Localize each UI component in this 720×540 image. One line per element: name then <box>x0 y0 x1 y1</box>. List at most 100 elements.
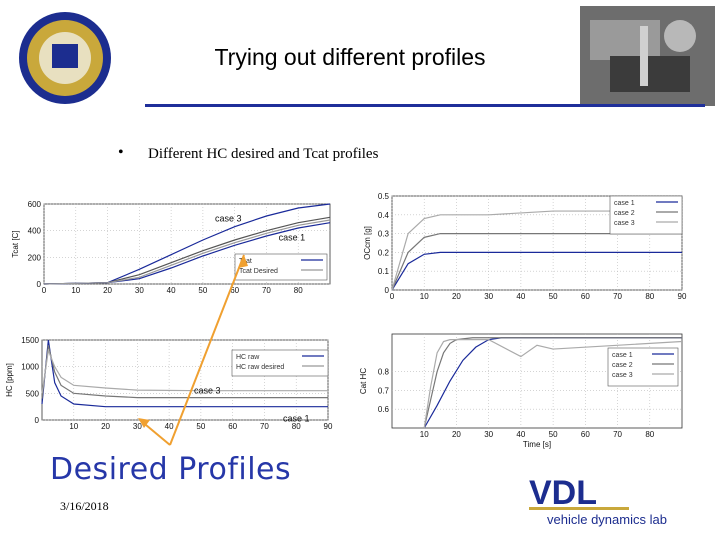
series-line-1 <box>43 216 331 285</box>
y-tick-label: 500 <box>26 389 40 398</box>
y-tick-label: 0.6 <box>378 405 390 414</box>
y-tick-label: 0.5 <box>378 192 390 201</box>
efficiency-chart: 10 20 30 40 50 60 70 80 0.6 0.7 0.8 Cat HC Time [s] c… <box>359 333 683 449</box>
x-tick-label: 90 <box>678 292 687 301</box>
x-tick-label: 20 <box>101 422 110 431</box>
x-tick-label: 90 <box>324 422 333 431</box>
x-tick-label: 80 <box>294 286 303 295</box>
series-line-0 <box>43 203 331 285</box>
x-tick-label: 20 <box>452 430 461 439</box>
legend-entry: case 2 <box>614 210 635 217</box>
case-annotation: case 3 <box>194 385 221 395</box>
x-tick-label: 70 <box>613 430 622 439</box>
desired-profiles-callout: Desired Profiles <box>50 452 292 487</box>
y-tick-label: 0.2 <box>378 248 390 257</box>
x-tick-label: 80 <box>292 422 301 431</box>
legend-entry: case 2 <box>612 362 633 369</box>
university-seal-logo <box>19 12 111 104</box>
x-tick-label: 60 <box>581 292 590 301</box>
x-tick-label: 60 <box>230 286 239 295</box>
y-tick-label: 1000 <box>21 363 39 372</box>
x-tick-label: 40 <box>516 430 525 439</box>
x-tick-label: 80 <box>645 292 654 301</box>
x-tick-label: 60 <box>228 422 237 431</box>
x-tick-label: 70 <box>613 292 622 301</box>
y-tick-label: 0 <box>37 280 42 289</box>
x-tick-label: 0 <box>42 286 47 295</box>
x-tick-label: 50 <box>198 286 207 295</box>
y-tick-label: 0.1 <box>378 267 390 276</box>
case-annotation: case 3 <box>215 213 242 223</box>
y-tick-label: 0.4 <box>378 211 390 220</box>
title-divider <box>145 104 705 107</box>
case-annotation: case 1 <box>283 414 310 424</box>
x-tick-label: 20 <box>103 286 112 295</box>
series-line-2 <box>391 210 682 291</box>
x-tick-label: 30 <box>484 430 493 439</box>
arrow-to-tcat <box>169 254 245 446</box>
y-tick-label: 0 <box>385 286 390 295</box>
legend-entry: Tcat Desired <box>239 268 278 275</box>
x-tick-label: 40 <box>165 422 174 431</box>
series-line-0 <box>391 251 682 291</box>
y-tick-label: 600 <box>28 200 42 209</box>
x-tick-label: 10 <box>69 422 78 431</box>
arrow-head-hc <box>138 418 150 428</box>
y-tick-label: 0.3 <box>378 230 390 239</box>
y-tick-label: 0.8 <box>378 368 390 377</box>
y-tick-label: 0.7 <box>378 386 390 395</box>
x-tick-label: 70 <box>262 286 271 295</box>
series-line-1 <box>391 232 682 291</box>
series-line-2 <box>423 339 683 429</box>
x-tick-label: 40 <box>167 286 176 295</box>
x-tick-label: 60 <box>581 430 590 439</box>
x-tick-label: 30 <box>135 286 144 295</box>
bullet-text: Different HC desired and Tcat profiles <box>148 146 379 162</box>
x-tick-label: 50 <box>549 292 558 301</box>
y-tick-label: 200 <box>28 253 42 262</box>
slide-title: Trying out different profiles <box>214 44 486 70</box>
x-tick-label: 50 <box>196 422 205 431</box>
x-tick-label: 70 <box>260 422 269 431</box>
series-line-1 <box>423 337 682 429</box>
legend-entry: case 3 <box>614 220 635 227</box>
x-tick-label: 10 <box>420 430 429 439</box>
y-tick-label: 400 <box>28 227 42 236</box>
x-tick-label: 10 <box>420 292 429 301</box>
legend-entry: HC raw desired <box>236 364 284 371</box>
legend-entry: case 3 <box>612 372 633 379</box>
bullet-marker: • <box>118 144 124 161</box>
vdl-logo-text: VDL <box>529 474 597 512</box>
ocm-chart: 0 10 20 30 40 50 60 70 80 90 0 0.1 0.2 0.3 0.4 0.5 OCcm … <box>363 192 687 301</box>
x-tick-label: 80 <box>645 430 654 439</box>
legend-box <box>231 349 329 377</box>
y-axis-label: OCcm [g] <box>363 226 372 260</box>
tcat-chart: 0 10 20 30 40 50 60 70 80 0 200 400 600 Tcat [C] case … <box>11 200 331 295</box>
x-tick-label: 40 <box>516 292 525 301</box>
legend-entry: case 1 <box>612 352 633 359</box>
vdl-logo: VDL vehicle dynamics lab <box>529 474 667 527</box>
y-axis-label: HC [ppm] <box>5 363 14 397</box>
y-axis-label: Tcat [C] <box>11 230 20 257</box>
x-tick-label: 0 <box>390 292 395 301</box>
legend-entry: case 1 <box>614 200 635 207</box>
case-annotation: case 1 <box>279 233 306 243</box>
vdl-logo-subtext: vehicle dynamics lab <box>547 512 667 527</box>
y-tick-label: 0 <box>35 416 40 425</box>
x-tick-label: 20 <box>452 292 461 301</box>
slide-date: 3/16/2018 <box>60 499 109 513</box>
x-tick-label: 10 <box>71 286 80 295</box>
arrow-head-tcat <box>238 255 248 268</box>
engine-photo <box>580 6 715 106</box>
series-line-3 <box>43 219 331 285</box>
x-tick-label: 50 <box>549 430 558 439</box>
legend-box <box>234 253 328 281</box>
series-line-2 <box>41 348 328 394</box>
y-axis-label: Cat HC <box>359 368 368 394</box>
x-tick-label: 30 <box>133 422 142 431</box>
x-tick-label: 30 <box>484 292 493 301</box>
y-tick-label: 1500 <box>21 336 39 345</box>
legend-entry: HC raw <box>236 354 260 361</box>
series-line-0 <box>41 339 328 408</box>
